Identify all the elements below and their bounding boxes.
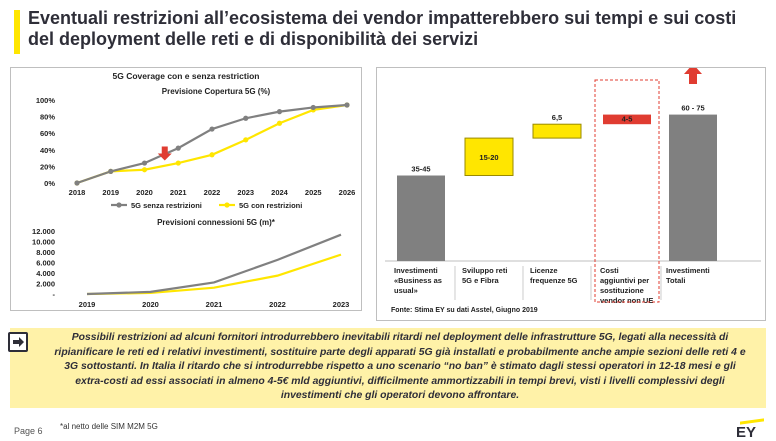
coverage-x-tick: 2021 [170, 188, 187, 197]
coverage-charts: 5G Coverage con e senza restriction Prev… [32, 71, 356, 309]
waterfall-category-line: sostituzione [600, 286, 644, 295]
footnote: *al netto delle SIM M2M 5G [60, 422, 158, 431]
connections-x-tick: 2019 [79, 300, 96, 309]
increase-arrow-icon [684, 64, 702, 84]
investment-panel: 35-45 Investimenti «Business as usual» 15-20… [376, 64, 766, 321]
conclusion-text: Possibili restrizioni ad alcuni fornitor… [54, 332, 746, 402]
connections-x-tick: 2022 [269, 300, 286, 309]
connections-line-0 [86, 233, 342, 296]
waterfall-category-line: Investimenti [666, 266, 710, 275]
coverage-x-tick: 2023 [237, 188, 254, 197]
waterfall-category-line: Totali [666, 276, 685, 285]
coverage-legend-marker [224, 202, 230, 208]
coverage-point [209, 152, 215, 158]
coverage-y-tick: 100% [36, 96, 56, 105]
coverage-panel: 5G Coverage con e senza restriction Prev… [10, 67, 362, 311]
arrow-right-icon [8, 332, 28, 352]
coverage-point [74, 180, 80, 186]
waterfall-data-label: 60 - 75 [681, 104, 704, 113]
waterfall-category-line: vendor non UE [600, 296, 653, 305]
connections-line-1 [86, 253, 342, 296]
waterfall-category-line: aggiuntivi per [600, 276, 649, 285]
waterfall-category-line: Costi [600, 266, 619, 275]
coverage-point [209, 126, 215, 132]
connections-y-tick: 12.000 [32, 227, 55, 236]
waterfall-category-line: frequenze 5G [530, 276, 578, 285]
waterfall-category-label: Sviluppo reti 5G e Fibra [462, 266, 507, 285]
coverage-point [141, 167, 148, 173]
waterfall-category-line: Licenze [530, 266, 558, 275]
waterfall-category-line: Investimenti [394, 266, 438, 275]
title-accent-bar [14, 10, 20, 54]
connections-chart-title: Previsioni connessioni 5G (m)* [157, 218, 276, 227]
waterfall-category-line: 5G e Fibra [462, 276, 500, 285]
waterfall-category-label: Investimenti Totali [666, 266, 710, 285]
waterfall-bar [532, 123, 582, 139]
coverage-x-tick: 2018 [69, 188, 86, 197]
coverage-y-tick: 60% [40, 129, 55, 138]
connections-x-tick: 2023 [333, 300, 350, 309]
coverage-legend-marker [116, 202, 122, 208]
connections-x-tick: 2021 [206, 300, 223, 309]
waterfall-data-label: 6,5 [552, 113, 562, 122]
coverage-y-tick: 0% [44, 179, 55, 188]
conclusion-note: Possibili restrizioni ad alcuni fornitor… [8, 328, 766, 408]
coverage-line-1 [76, 103, 348, 185]
waterfall-category-label: Costi aggiuntivi per sostituzione vendor no… [600, 266, 653, 305]
coverage-point [141, 160, 148, 166]
coverage-x-tick: 2022 [204, 188, 221, 197]
delay-arrow-icon [157, 146, 172, 161]
coverage-point [175, 145, 181, 151]
coverage-x-tick: 2019 [102, 188, 119, 197]
connections-y-tick: 8.000 [36, 248, 55, 257]
waterfall-data-label: 35-45 [411, 165, 430, 174]
waterfall-bar [464, 137, 514, 176]
waterfall-category-line: Sviluppo reti [462, 266, 507, 275]
waterfall-category-label: Licenze frequenze 5G [530, 266, 578, 285]
coverage-point [243, 137, 249, 143]
coverage-x-tick: 2025 [305, 188, 322, 197]
connections-y-tick: 4.000 [36, 269, 55, 278]
coverage-legend-label: 5G con restrizioni [239, 201, 302, 210]
coverage-point [310, 104, 316, 111]
coverage-legend-label: 5G senza restrizioni [131, 201, 202, 210]
coverage-point [108, 168, 114, 174]
waterfall-data-label: 15-20 [479, 153, 498, 162]
page-number: Page 6 [14, 426, 43, 436]
connections-y-tick: 2.000 [36, 280, 55, 289]
coverage-point [276, 120, 283, 126]
coverage-point [175, 160, 181, 166]
coverage-y-tick: 80% [40, 113, 55, 122]
coverage-point [344, 102, 350, 108]
waterfall-category-line: usual» [394, 286, 418, 295]
coverage-point [243, 115, 249, 121]
connections-x-tick: 2020 [142, 300, 159, 309]
ey-logo: EY [736, 424, 757, 441]
waterfall-bar [603, 114, 651, 125]
source-text: Fonte: Stima EY su dati Asstel, Giugno 2… [391, 307, 538, 314]
waterfall-category-label: Investimenti «Business as usual» [394, 266, 442, 295]
coverage-x-tick: 2020 [136, 188, 153, 197]
coverage-chart-title: Previsione Copertura 5G (%) [162, 87, 271, 96]
connections-y-tick: 6.000 [36, 259, 55, 268]
coverage-y-tick: 40% [40, 146, 55, 155]
connections-y-tick: - [53, 290, 56, 299]
waterfall-bar [397, 175, 445, 261]
coverage-x-tick: 2024 [271, 188, 289, 197]
connections-y-tick: 10.000 [32, 238, 55, 247]
coverage-panel-title: 5G Coverage con e senza restriction [113, 71, 260, 81]
highlight-box [594, 79, 660, 303]
coverage-point [276, 109, 283, 115]
slide-title: Eventuali restrizioni all’ecosistema dei… [28, 8, 737, 49]
waterfall-data-label: 4-5 [622, 115, 633, 124]
coverage-x-tick: 2026 [339, 188, 356, 197]
coverage-y-tick: 20% [40, 162, 55, 171]
waterfall-category-line: «Business as [394, 276, 442, 285]
waterfall-bar [669, 114, 717, 261]
